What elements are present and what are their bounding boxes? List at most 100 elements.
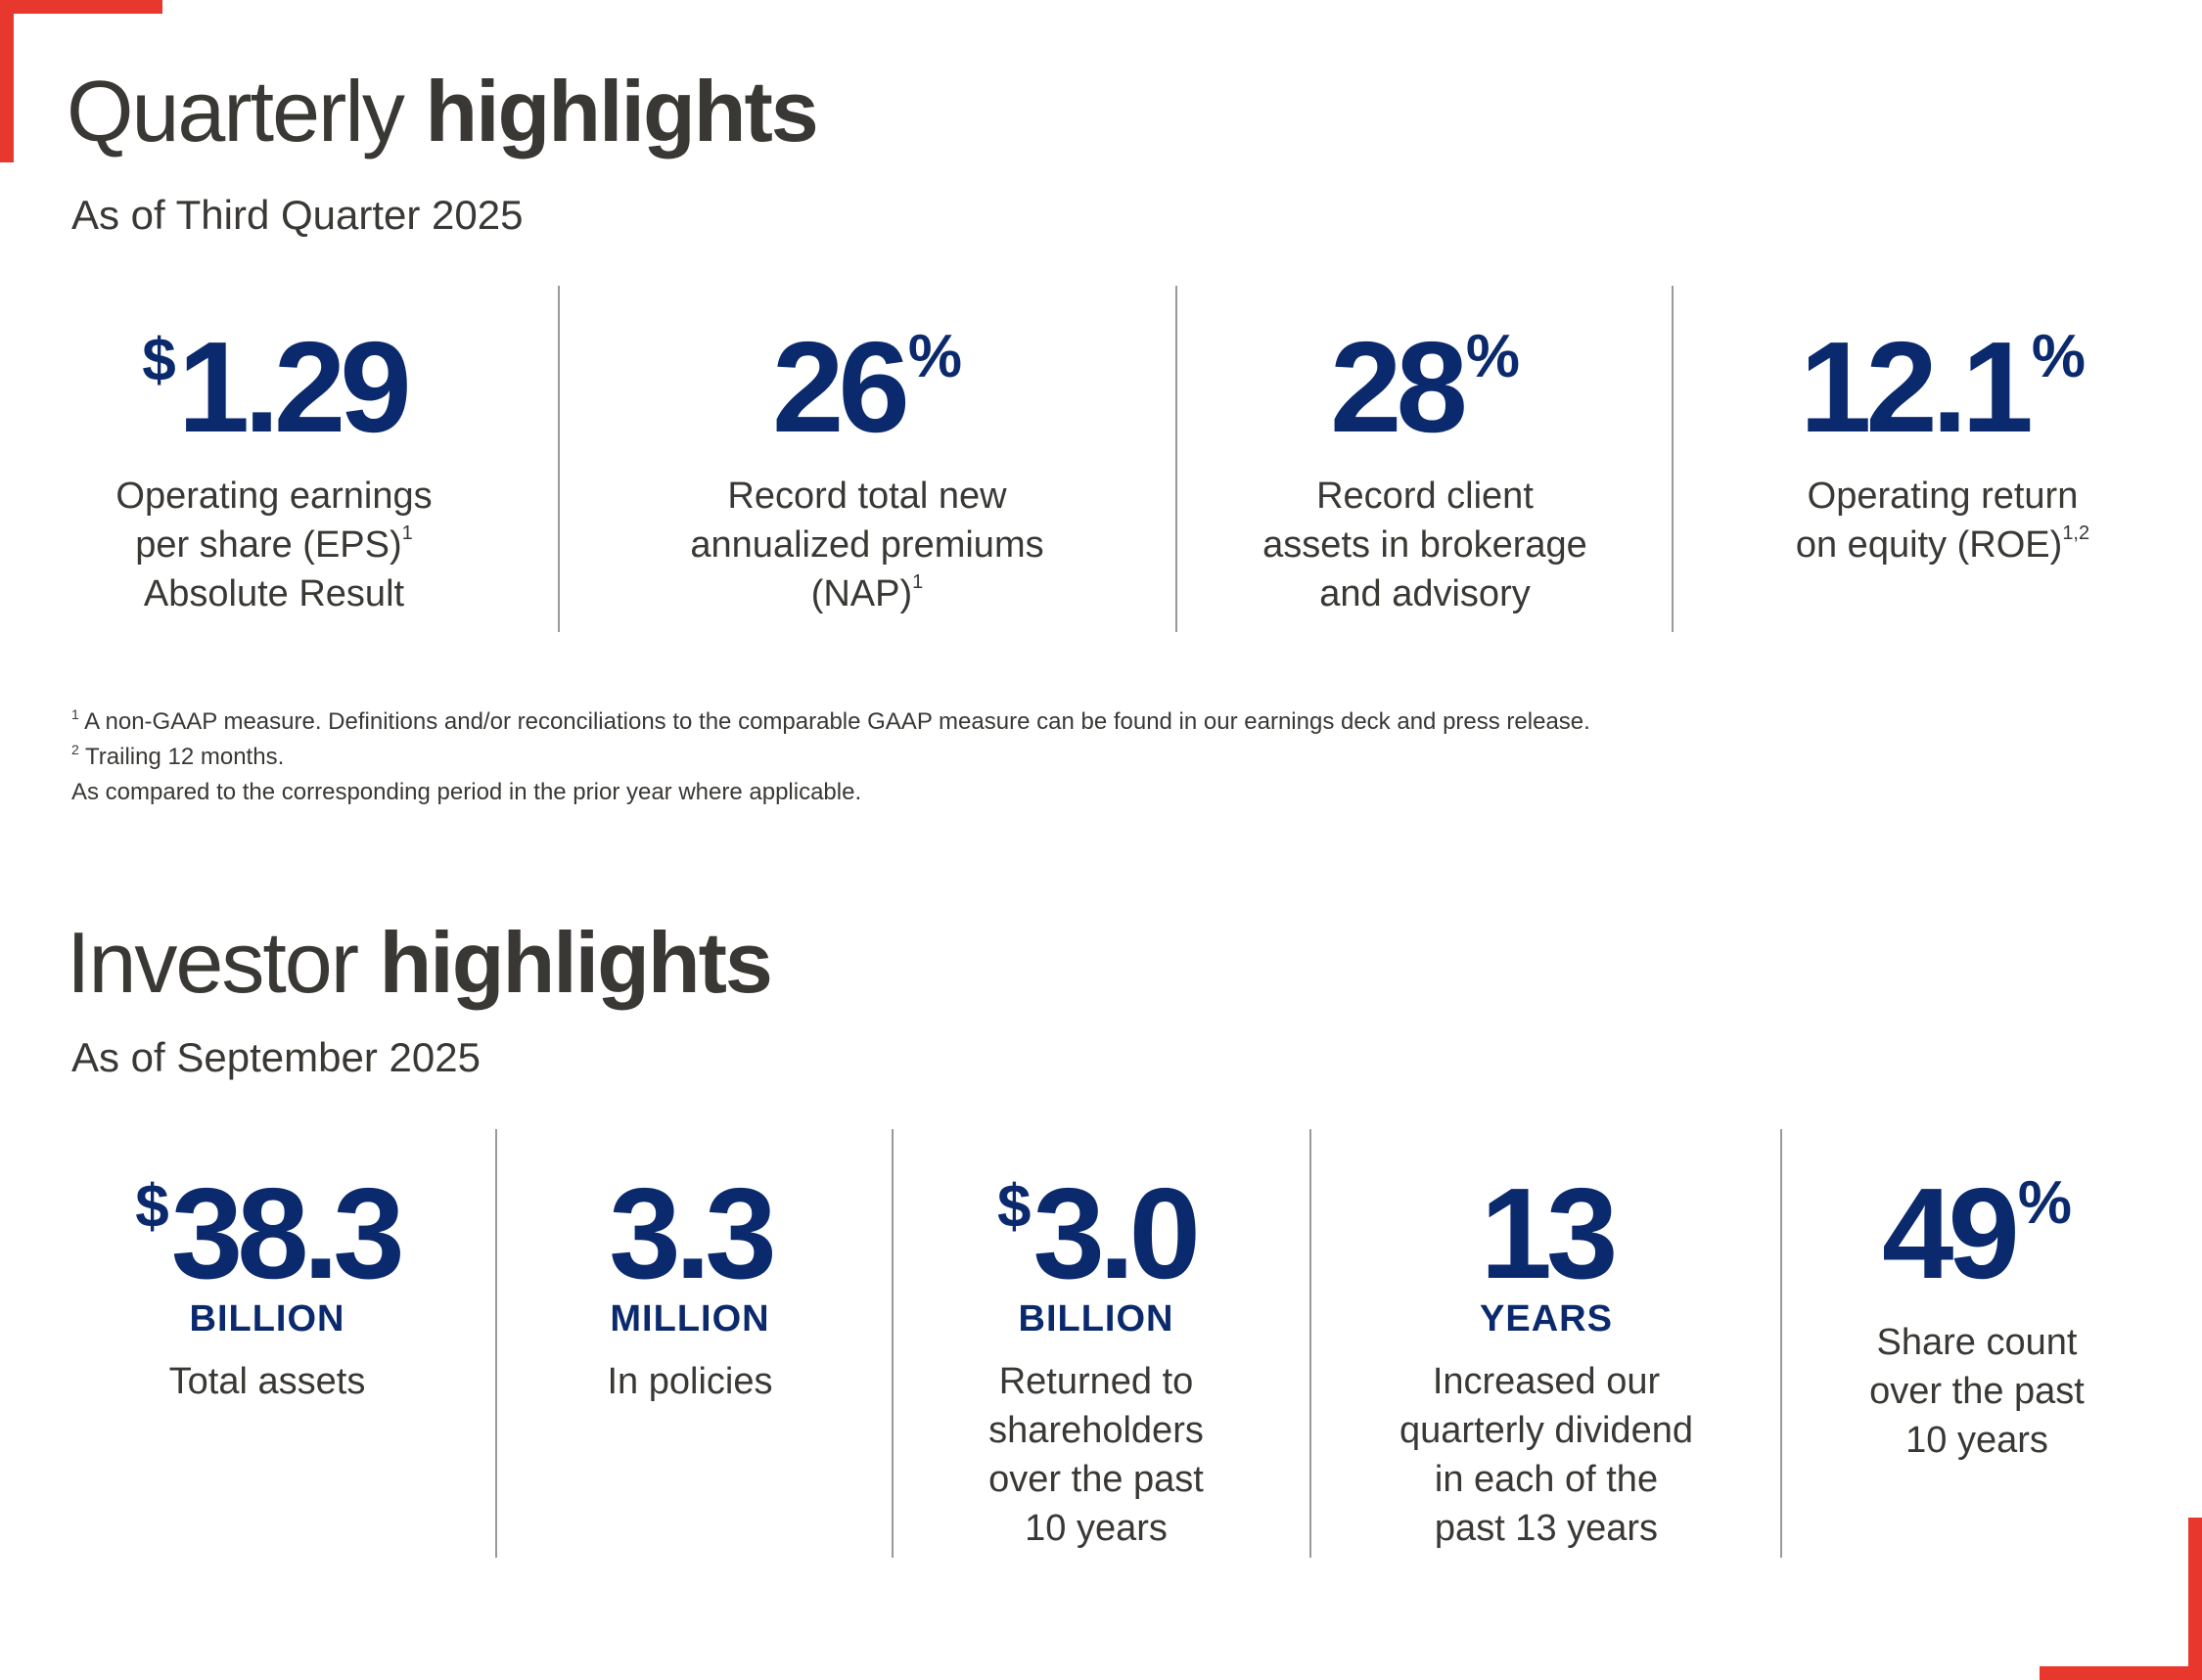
- desc-line: Increased our: [1432, 1361, 1661, 1402]
- quarterly-stat-roe: 12.1% Operating return on equity (ROE)1,…: [1713, 323, 2173, 569]
- footnote-ref: 1,2: [2062, 522, 2090, 544]
- desc-line: annualized premiums: [690, 524, 1044, 566]
- footnote-1: 1 A non-GAAP measure. Definitions and/or…: [71, 704, 1590, 740]
- desc-line: 10 years: [1025, 1508, 1168, 1549]
- currency-symbol: $: [997, 1173, 1032, 1241]
- corner-accent-top-left: [0, 0, 162, 14]
- footnote-ref: 1: [401, 522, 413, 544]
- stat-unit: MILLION: [610, 1298, 770, 1339]
- stat-unit: YEARS: [1480, 1298, 1613, 1339]
- desc-line: in each of the: [1434, 1459, 1659, 1500]
- stat-value: 13: [1321, 1169, 1771, 1298]
- stat-description: Operating earnings per share (EPS)1 Abso…: [59, 472, 489, 618]
- footnote-text: As compared to the corresponding period …: [71, 779, 862, 805]
- investor-stat-dividend: 13 YEARS Increased our quarterly dividen…: [1321, 1169, 1771, 1553]
- stat-description: Record client assets in brokerage and ad…: [1210, 472, 1640, 618]
- quarterly-title: Quarterly highlights: [67, 68, 819, 155]
- desc-line: Total assets: [168, 1361, 366, 1402]
- percent-symbol: %: [2017, 1169, 2072, 1237]
- investor-title-bold: highlights: [379, 914, 772, 1011]
- stat-number: 3.0: [1032, 1161, 1200, 1305]
- desc-line: Returned to: [998, 1361, 1194, 1402]
- percent-symbol: %: [907, 323, 962, 390]
- stat-description: Share count over the past 10 years: [1801, 1318, 2153, 1465]
- desc-line: Absolute Result: [143, 573, 405, 614]
- desc-line: over the past: [1869, 1371, 2085, 1412]
- desc-line: In policies: [607, 1361, 773, 1402]
- desc-line: Share count: [1876, 1322, 2078, 1363]
- desc-line: quarterly dividend: [1399, 1410, 1693, 1451]
- stat-number: 3.3: [609, 1161, 776, 1305]
- investor-title-light: Investor: [67, 914, 359, 1011]
- desc-line: shareholders: [988, 1410, 1204, 1451]
- quarterly-title-bold: highlights: [425, 63, 818, 159]
- desc-line: past 13 years: [1434, 1508, 1659, 1549]
- stat-value: $3.0: [900, 1169, 1292, 1298]
- quarterly-stat-nap: 26% Record total new annualized premiums…: [622, 323, 1112, 618]
- stat-value: 26%: [622, 323, 1112, 452]
- footnote-text: Trailing 12 months.: [85, 744, 285, 770]
- investor-stat-policies: 3.3 MILLION In policies: [509, 1169, 871, 1406]
- stat-value: 3.3: [509, 1169, 871, 1298]
- desc-line: (NAP)1: [810, 571, 924, 614]
- quarterly-subtitle: As of Third Quarter 2025: [71, 192, 524, 238]
- stat-value: $38.3: [49, 1169, 485, 1298]
- quarterly-divider-1: [558, 286, 560, 632]
- investor-divider-4: [1780, 1129, 1782, 1558]
- desc-line: Record total new: [727, 476, 1007, 517]
- stat-value: 49%: [1801, 1169, 2153, 1298]
- investor-stat-total-assets: $38.3 BILLION Total assets: [49, 1169, 485, 1406]
- currency-symbol: $: [142, 327, 176, 394]
- stat-description: Record total new annualized premiums (NA…: [622, 472, 1112, 618]
- footnote-mark: 2: [71, 742, 79, 757]
- stat-description: Returned to shareholders over the past 1…: [900, 1357, 1292, 1553]
- quarterly-stat-client-assets: 28% Record client assets in brokerage an…: [1210, 323, 1640, 618]
- stat-unit: BILLION: [1018, 1298, 1174, 1339]
- currency-symbol: $: [135, 1173, 169, 1241]
- stat-description: Total assets: [49, 1357, 485, 1406]
- desc-line: per share (EPS)1: [135, 522, 413, 566]
- investor-title: Investor highlights: [67, 920, 773, 1006]
- percent-symbol: %: [1465, 323, 1520, 390]
- stat-number: 13: [1480, 1161, 1619, 1305]
- investor-divider-2: [892, 1129, 894, 1558]
- stat-number: 1.29: [177, 315, 412, 459]
- footnote-text: A non-GAAP measure. Definitions and/or r…: [84, 708, 1590, 735]
- desc-line: 10 years: [1905, 1420, 2048, 1461]
- stat-value: 28%: [1210, 323, 1640, 452]
- desc-line: on equity (ROE)1,2: [1795, 522, 2090, 566]
- investor-stat-share-count: 49% Share count over the past 10 years: [1801, 1169, 2153, 1465]
- quarterly-title-light: Quarterly: [67, 63, 405, 159]
- stat-number: 49: [1882, 1161, 2020, 1305]
- stat-number: 12.1: [1799, 315, 2034, 459]
- desc-line: over the past: [988, 1459, 1204, 1500]
- stat-value: 12.1%: [1713, 323, 2173, 452]
- investor-divider-3: [1309, 1129, 1311, 1558]
- investor-divider-1: [495, 1129, 497, 1558]
- footnote-ref: 1: [912, 571, 924, 593]
- corner-accent-top-left-vertical: [0, 0, 14, 162]
- stat-value: $1.29: [59, 323, 489, 452]
- investor-subtitle: As of September 2025: [71, 1034, 481, 1080]
- stat-unit: BILLION: [189, 1298, 345, 1339]
- percent-symbol: %: [2031, 323, 2087, 390]
- footnotes: 1 A non-GAAP measure. Definitions and/or…: [71, 704, 1590, 810]
- desc-line: Record client: [1316, 476, 1534, 517]
- corner-accent-bottom-right-vertical: [2188, 1518, 2202, 1680]
- quarterly-divider-2: [1175, 286, 1177, 632]
- stat-description: Operating return on equity (ROE)1,2: [1713, 472, 2173, 569]
- desc-line: Operating earnings: [115, 476, 433, 517]
- quarterly-stat-eps: $1.29 Operating earnings per share (EPS)…: [59, 323, 489, 618]
- corner-accent-bottom-right: [2040, 1666, 2202, 1680]
- footnote-3: As compared to the corresponding period …: [71, 775, 1590, 810]
- footnote-2: 2 Trailing 12 months.: [71, 740, 1590, 775]
- desc-line: Operating return: [1807, 476, 2079, 517]
- stat-description: Increased our quarterly dividend in each…: [1321, 1357, 1771, 1553]
- investor-stat-returned: $3.0 BILLION Returned to shareholders ov…: [900, 1169, 1292, 1553]
- stat-number: 26: [772, 315, 910, 459]
- stat-number: 38.3: [170, 1161, 405, 1305]
- quarterly-divider-3: [1672, 286, 1674, 632]
- footnote-mark: 1: [71, 706, 79, 722]
- stat-number: 28: [1330, 315, 1468, 459]
- desc-line: and advisory: [1319, 573, 1531, 614]
